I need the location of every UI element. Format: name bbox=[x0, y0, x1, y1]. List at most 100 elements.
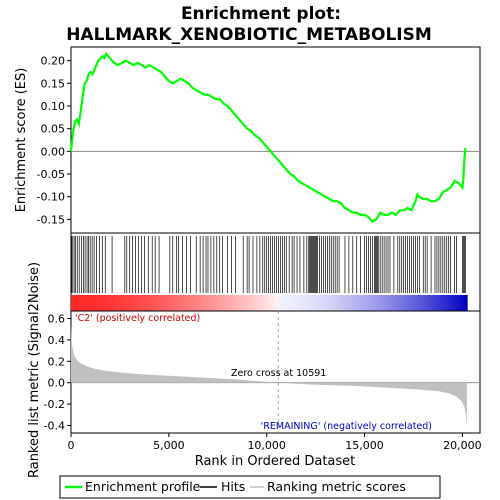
metric-y-tick-label: 0.2 bbox=[48, 355, 66, 368]
zero-cross-label: Zero cross at 10591 bbox=[231, 368, 326, 379]
heatbar-segment bbox=[160, 295, 164, 311]
heatbar-segment bbox=[421, 295, 425, 311]
heatbar-segment bbox=[179, 295, 184, 311]
es-y-tick-label: 0.00 bbox=[41, 145, 66, 158]
x-tick-label: 15,000 bbox=[345, 439, 384, 452]
heatbar-segment bbox=[447, 295, 452, 311]
legend-label-hits: Hits bbox=[221, 479, 245, 494]
heatbar-segment bbox=[318, 295, 323, 311]
metric-y-tick-label: 0.4 bbox=[48, 334, 66, 347]
metric-panel-frame bbox=[70, 310, 481, 434]
heatbar-segment bbox=[414, 295, 419, 311]
es-y-tick-label: 0.20 bbox=[41, 55, 66, 68]
heatbar-segment bbox=[282, 295, 287, 311]
heatbar-segment bbox=[348, 295, 353, 311]
heatbar-segment bbox=[295, 295, 300, 311]
heatbar-segment bbox=[255, 295, 260, 311]
heatbar-segment bbox=[100, 295, 105, 311]
heatbar-segment bbox=[265, 295, 270, 311]
heatbar-segment bbox=[209, 295, 214, 311]
heatbar-segment bbox=[120, 295, 125, 311]
heatbar-segment bbox=[94, 295, 98, 311]
heatbar-segment bbox=[272, 295, 277, 311]
heatbar-segment bbox=[166, 295, 171, 311]
heatbar-segment bbox=[388, 295, 392, 311]
heatbar-segment bbox=[404, 295, 409, 311]
es-panel: -0.15 -0.10 -0.05 0.00 0.05 0.10 0.15 0.20 Enri… bbox=[14, 46, 481, 234]
metric-y-tick-label: 0.6 bbox=[48, 312, 66, 325]
heatbar-segment bbox=[275, 295, 280, 311]
heatbar-segment bbox=[302, 295, 306, 311]
heatbar-segment bbox=[328, 295, 333, 311]
heatbar-segment bbox=[189, 295, 194, 311]
heatbar-segment bbox=[325, 295, 329, 311]
es-y-tick-label: 0.15 bbox=[41, 77, 66, 90]
metric-y-tick-label: -0.4 bbox=[44, 420, 65, 433]
heatbar-segment bbox=[450, 295, 455, 311]
negative-label: 'REMAINING' (negatively correlated) bbox=[261, 421, 432, 432]
heatbar-segment bbox=[285, 295, 290, 311]
heatbar-segment bbox=[123, 295, 128, 311]
heatbar-segment bbox=[229, 295, 234, 311]
heatbar-segment bbox=[401, 295, 405, 311]
heatbar-segment bbox=[193, 295, 197, 311]
heatbar-segment bbox=[252, 295, 257, 311]
x-tick-label: 10,000 bbox=[247, 439, 286, 452]
metric-panel: -0.4 -0.2 0.0 0.2 0.4 0.6 'C2' (positively co… bbox=[27, 262, 481, 478]
heatbar-segment bbox=[335, 295, 339, 311]
heatbar-segment bbox=[338, 295, 343, 311]
heatbar-segment bbox=[384, 295, 389, 311]
x-tick-label: 5,000 bbox=[153, 439, 185, 452]
heatbar-segment bbox=[341, 295, 346, 311]
heatbar-segment bbox=[77, 295, 82, 311]
chart-title-line1: Enrichment plot: bbox=[181, 4, 341, 24]
heatbar-segment bbox=[454, 295, 458, 311]
metric-y-tick-label: 0.0 bbox=[48, 377, 66, 390]
heatbar-segment bbox=[87, 295, 92, 311]
heatbar-segment bbox=[434, 295, 438, 311]
heatbar-segment bbox=[130, 295, 135, 311]
chart-title-line2: HALLMARK_XENOBIOTIC_METABOLISM bbox=[66, 25, 432, 45]
heatbar-segment bbox=[176, 295, 181, 311]
heatbar-segment bbox=[196, 295, 201, 311]
heatbar-segment bbox=[110, 295, 115, 311]
es-y-tick-label: 0.10 bbox=[41, 100, 66, 113]
heatbar-segment bbox=[391, 295, 396, 311]
heatbar-segment bbox=[107, 295, 112, 311]
heatbar-segment bbox=[216, 295, 221, 311]
heatbar-segment bbox=[437, 295, 442, 311]
es-y-tick-label: -0.10 bbox=[37, 191, 65, 204]
heatbar-segment bbox=[298, 295, 303, 311]
heatbar-segment bbox=[269, 295, 273, 311]
heatbar-segment bbox=[292, 295, 296, 311]
heatbar-segment bbox=[305, 295, 310, 311]
metric-area bbox=[71, 323, 467, 429]
heatbar-segment bbox=[321, 295, 326, 311]
es-curve bbox=[69, 51, 467, 224]
heatbar-segment bbox=[460, 295, 465, 311]
legend-label-metric: Ranking metric scores bbox=[267, 479, 406, 494]
heatbar-segment bbox=[440, 295, 445, 311]
heatbar-segment bbox=[232, 295, 237, 311]
heatbar-segment bbox=[358, 295, 363, 311]
heatbar-segment bbox=[427, 295, 432, 311]
heatbar-segment bbox=[206, 295, 211, 311]
heatbar-segment bbox=[345, 295, 349, 311]
heatbar-segment bbox=[288, 295, 293, 311]
heatbar-segment bbox=[183, 295, 187, 311]
es-y-tick-label: 0.05 bbox=[41, 123, 66, 136]
heatbar-segment bbox=[186, 295, 191, 311]
heatbar-segment bbox=[156, 295, 161, 311]
heatbar-segment bbox=[150, 295, 154, 311]
heatbar-segment bbox=[463, 295, 468, 311]
heatbar-segment bbox=[71, 295, 75, 311]
heatbar-segment bbox=[430, 295, 435, 311]
heatbar-segment bbox=[74, 295, 79, 311]
heatbar-segment bbox=[239, 295, 244, 311]
heatbar-segment bbox=[411, 295, 415, 311]
heatbar-segment bbox=[90, 295, 95, 311]
heatbar-segment bbox=[104, 295, 108, 311]
positive-label: 'C2' (positively correlated) bbox=[75, 313, 200, 324]
heatbar-segment bbox=[140, 295, 145, 311]
